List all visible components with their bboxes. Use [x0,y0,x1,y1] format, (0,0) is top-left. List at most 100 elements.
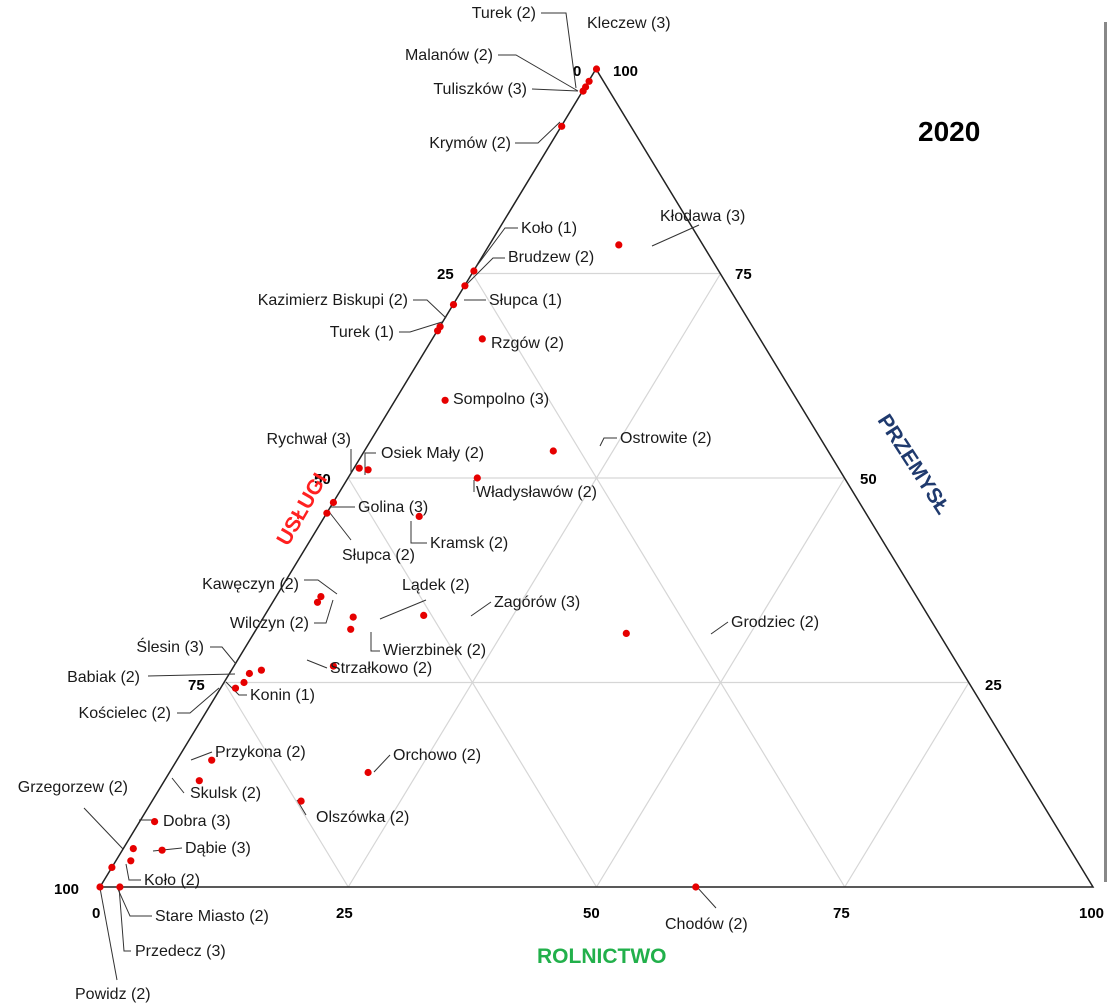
point-label: Tuliszków (3) [433,81,527,98]
data-points [96,65,700,891]
grid-lines [223,272,970,888]
data-point [692,883,700,891]
point-labels: Turek (2) Kleczew (3) Malanów (2) Tuliszków… [18,5,819,1003]
point-label: Olszówka (2) [316,809,409,826]
point-label: Koło (2) [144,872,200,889]
leader-line [304,579,338,595]
point-label: Kazimierz Biskupi (2) [258,292,408,309]
point-label: Osiek Mały (2) [381,445,484,462]
triangle-frame [98,67,1095,888]
leader-line [329,512,352,541]
data-point [364,466,372,474]
tick-label-uslugi: 50 [314,471,331,488]
point-label: Słupca (2) [342,547,415,564]
point-label: Dobra (3) [163,813,231,830]
tick-label-rolnictwo: 100 [1079,905,1104,922]
leader-lines [83,12,729,981]
leader-line [498,54,579,92]
point-label: Ślesin (3) [136,637,204,656]
point-label: Skulsk (2) [190,785,261,802]
tick-label-rolnictwo: 50 [583,905,600,922]
leader-line [370,632,380,652]
data-point [473,474,481,482]
data-point [297,797,305,805]
data-point [347,625,355,633]
point-label: Lądek (2) [402,577,470,594]
grid-line [223,682,349,888]
data-point [257,666,265,674]
data-point [478,335,486,343]
data-point [129,845,137,853]
tick-label-przemysl: 25 [985,677,1002,694]
data-point [158,846,166,854]
data-point [116,883,124,891]
point-label: Grzegorzew (2) [18,779,128,796]
point-label: Golina (3) [358,499,428,516]
leader-line [465,257,505,286]
data-point [434,327,442,335]
axis-title-uslugi: USŁUGI [272,469,332,549]
data-point [208,756,216,764]
data-point [127,857,135,865]
data-point [579,87,587,95]
point-label: Grodziec (2) [731,614,819,631]
leader-line [599,437,617,447]
tick-label-uslugi: 25 [437,266,454,283]
grid-line [471,273,846,888]
data-point [441,396,449,404]
leader-line [410,521,427,544]
tick-label-rolnictwo: 75 [833,905,850,922]
leader-line [314,599,334,624]
point-label: Kleczew (3) [587,15,671,32]
data-point [461,282,469,290]
data-point [323,509,331,517]
point-label: Ostrowite (2) [620,430,712,447]
leader-line [379,599,427,620]
axis-title-rolnictwo: ROLNICTWO [537,945,666,968]
point-label: Kramsk (2) [430,535,508,552]
data-point [329,662,337,670]
leader-line [710,621,729,635]
leader-line [306,659,328,669]
data-point [449,301,458,309]
point-label: Władysławów (2) [476,484,597,501]
tick-label-rolnictwo: 25 [336,905,353,922]
point-label: Turek (2) [472,5,536,22]
data-point [240,678,248,687]
chart-title: 2020 [918,116,980,147]
leader-line [152,847,183,852]
point-label: Chodów (2) [665,916,748,933]
leader-line [651,224,700,247]
leader-line [225,681,247,696]
data-point [329,498,337,507]
leader-line [373,754,391,773]
leader-line [541,12,577,89]
point-label: Rychwał (3) [267,431,351,448]
leader-line [116,886,152,917]
tick-labels: 0 25 50 75 100 100 75 50 25 0 25 50 75 100 [54,63,1104,922]
point-label: Wilczyn (2) [230,615,309,632]
point-label: Stare Miasto (2) [155,908,269,925]
data-point [355,464,363,472]
point-label: Dąbie (3) [185,840,251,857]
tick-label-przemysl: 100 [613,63,638,80]
point-label: Kościelec (2) [79,705,171,722]
data-point [622,629,630,638]
data-point [585,77,593,85]
leader-line [190,751,213,761]
leader-line [125,863,141,881]
data-point [420,611,428,620]
leader-line [399,321,443,333]
point-label: Malanów (2) [405,47,493,64]
point-label: Orchowo (2) [393,747,481,764]
data-point [364,768,372,777]
leader-line [210,646,237,665]
grid-line [347,273,722,888]
right-border [1104,22,1107,882]
data-point [96,883,104,891]
point-label: Wierzbinek (2) [383,642,486,659]
data-point [245,669,253,678]
data-point [549,447,557,455]
leader-line [99,887,118,981]
